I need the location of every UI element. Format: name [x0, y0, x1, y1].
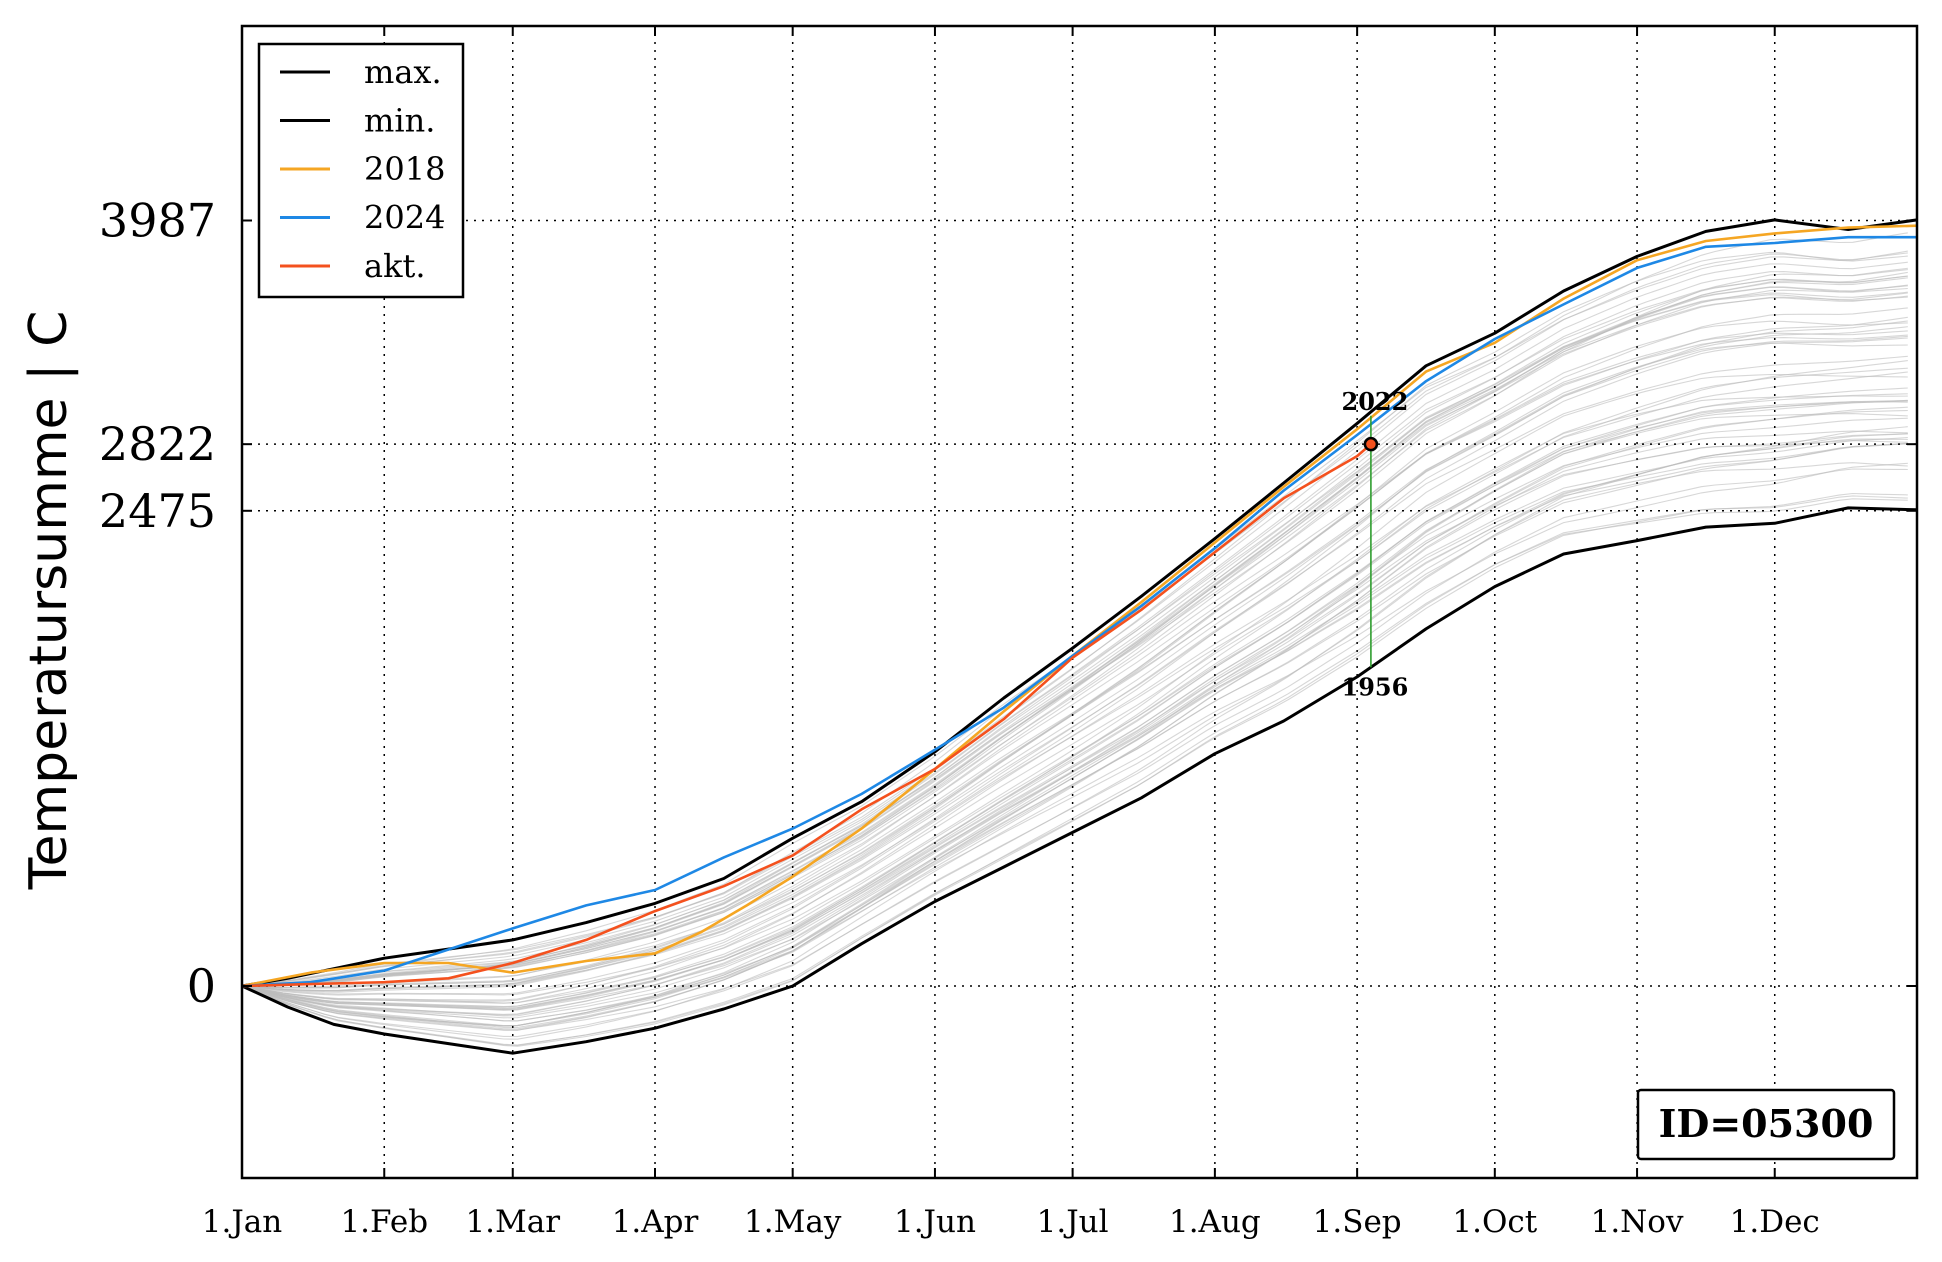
background-year-line	[241, 291, 1908, 987]
series-lines	[241, 218, 1918, 1055]
background-year-line	[241, 399, 1908, 1010]
x-tick-label: 1.Jul	[1037, 1204, 1109, 1240]
legend-label: 2018	[364, 150, 445, 188]
x-tick-label: 1.Nov	[1591, 1204, 1684, 1240]
background-year-line	[241, 295, 1908, 987]
station-id-box: ID=05300	[1636, 1088, 1896, 1161]
background-year-line	[241, 360, 1908, 1002]
background-year-line	[241, 232, 1908, 987]
background-year-line	[241, 413, 1908, 1011]
legend-label: max.	[364, 53, 442, 91]
background-year-line	[241, 498, 1908, 1047]
background-year-line	[241, 406, 1908, 1016]
background-year-line	[241, 267, 1908, 987]
series-line	[241, 224, 1918, 988]
background-year-line	[241, 307, 1908, 989]
y-tick-label: 2822	[99, 417, 216, 471]
series-line	[241, 443, 1372, 988]
background-year-line	[241, 285, 1908, 987]
background-year-line	[241, 337, 1908, 993]
legend-label: akt.	[364, 247, 426, 285]
x-tick-label: 1.Feb	[340, 1204, 428, 1240]
x-tick-label: 1.Sep	[1313, 1204, 1402, 1240]
station-id-label: ID=05300	[1659, 1101, 1874, 1146]
annotations: 2022 1956	[1342, 387, 1409, 702]
background-year-line	[241, 400, 1908, 1009]
background-year-line	[241, 401, 1908, 1009]
series-line	[241, 506, 1918, 1055]
background-year-line	[241, 286, 1908, 987]
background-year-line	[241, 373, 1908, 996]
min-year-label: 1956	[1342, 672, 1409, 701]
background-year-line	[241, 393, 1908, 1008]
x-tick-label: 1.Jun	[894, 1204, 976, 1240]
background-year-line	[241, 395, 1908, 1004]
background-year-lines	[241, 232, 1908, 1047]
background-year-line	[241, 320, 1908, 992]
background-year-line	[241, 436, 1908, 1027]
background-year-line	[241, 284, 1908, 987]
y-axis-label: Temperatursumme | C	[19, 311, 79, 891]
background-year-line	[241, 275, 1908, 987]
background-year-line	[241, 417, 1908, 1017]
background-year-line	[241, 252, 1908, 987]
background-year-line	[241, 433, 1908, 1022]
max-year-label: 2022	[1342, 387, 1409, 416]
background-year-line	[241, 261, 1908, 987]
y-tick-label: 0	[187, 959, 216, 1013]
x-tick-label: 1.Aug	[1169, 1204, 1261, 1240]
x-tick-label: 1.Oct	[1452, 1204, 1537, 1240]
background-year-line	[241, 438, 1908, 1027]
background-year-line	[241, 399, 1908, 1011]
x-tick-label: 1.Jan	[202, 1204, 282, 1240]
current-value-point	[1363, 436, 1379, 452]
axis-ticks: 1.Jan 1.Feb 1.Mar 1.Apr 1.May 1.Jun 1.Jul 1.Aug…	[99, 26, 1917, 1240]
background-year-line	[241, 277, 1908, 987]
background-year-line	[241, 316, 1908, 989]
x-tick-label: 1.May	[744, 1204, 842, 1240]
background-year-line	[241, 430, 1908, 1019]
background-year-line	[241, 443, 1908, 1029]
series-line	[241, 218, 1918, 988]
x-tick-label: 1.Dec	[1730, 1204, 1820, 1240]
background-year-line	[241, 251, 1908, 987]
background-year-line	[241, 462, 1908, 1031]
background-year-line	[241, 271, 1908, 987]
background-year-line	[241, 292, 1908, 987]
legend: max. min. 2018 2024 akt.	[257, 42, 465, 299]
series-line	[241, 235, 1917, 988]
background-year-line	[241, 367, 1908, 1001]
legend-label: 2024	[364, 199, 445, 237]
background-year-line	[241, 462, 1908, 1040]
background-year-line	[241, 330, 1908, 989]
background-year-line	[241, 334, 1908, 989]
background-year-line	[241, 443, 1908, 1030]
background-year-line	[241, 269, 1908, 987]
background-year-line	[241, 275, 1908, 987]
plot-frame	[240, 24, 1919, 1180]
background-year-line	[241, 426, 1908, 1027]
y-tick-label: 3987	[99, 193, 216, 247]
background-year-line	[241, 294, 1908, 987]
background-year-line	[241, 495, 1908, 1046]
grid	[241, 26, 1917, 1178]
background-year-line	[241, 335, 1908, 992]
y-tick-label: 2475	[99, 484, 216, 538]
x-tick-label: 1.Mar	[465, 1204, 560, 1240]
x-tick-label: 1.Apr	[612, 1204, 699, 1240]
legend-label: min.	[364, 102, 435, 140]
